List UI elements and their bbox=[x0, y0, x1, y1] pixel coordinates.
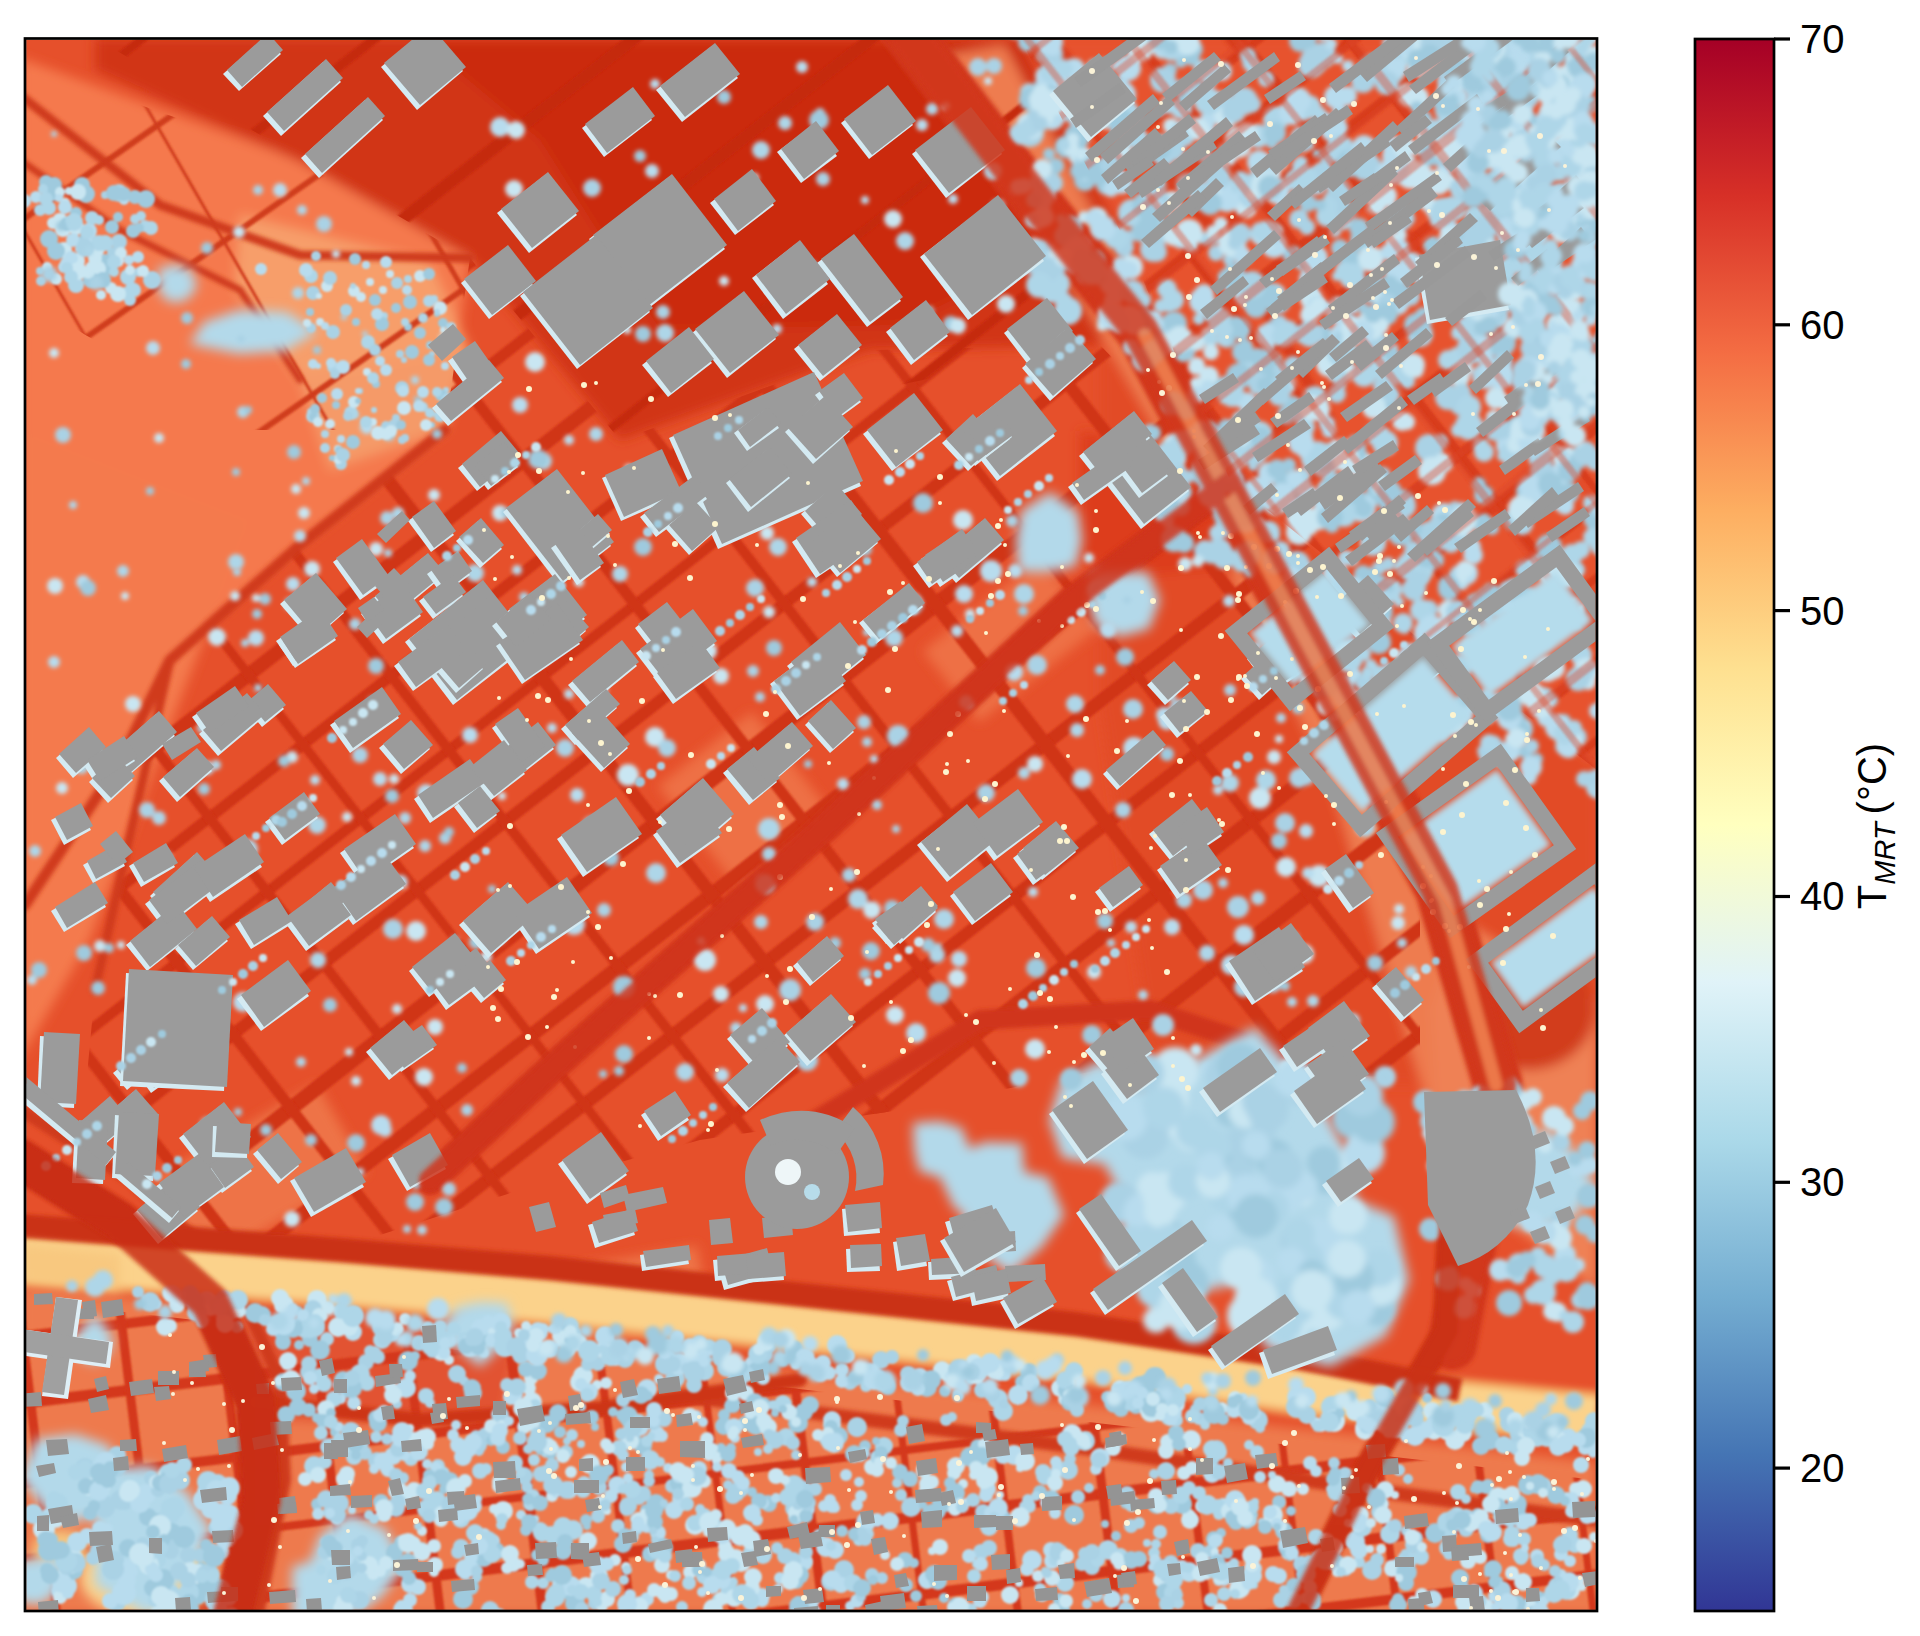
svg-text:50: 50 bbox=[1800, 589, 1845, 633]
svg-text:60: 60 bbox=[1800, 303, 1845, 347]
svg-text:20: 20 bbox=[1800, 1446, 1845, 1490]
svg-text:40: 40 bbox=[1800, 874, 1845, 918]
svg-text:30: 30 bbox=[1800, 1160, 1845, 1204]
svg-text:70: 70 bbox=[1800, 17, 1845, 61]
